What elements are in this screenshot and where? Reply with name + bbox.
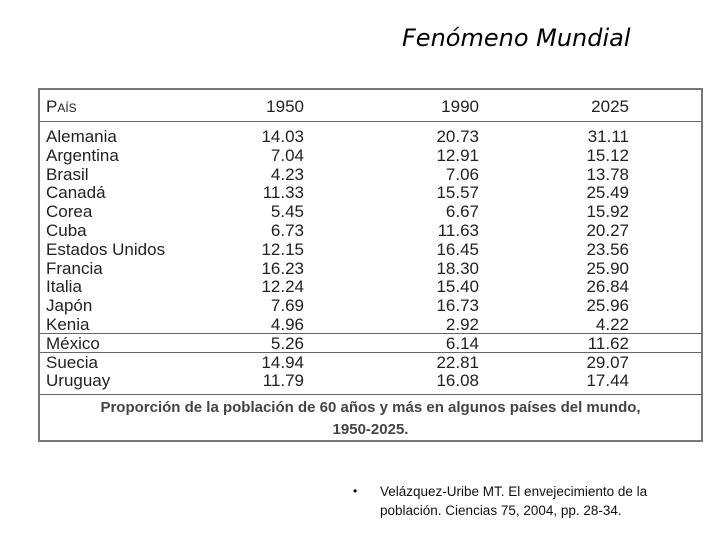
- value-cell: 15.12: [586, 145, 629, 165]
- value-cell: 4.22: [595, 315, 629, 334]
- value-cell: 17.44: [586, 371, 629, 391]
- value-cell: 6.73: [270, 221, 304, 240]
- value-cell: 12.15: [261, 239, 304, 259]
- header-rule: [40, 121, 701, 122]
- value-cell: 7.69: [270, 296, 304, 316]
- value-cell: 11.33: [262, 183, 304, 203]
- column-header: 2025: [591, 97, 629, 116]
- column-header: 1990: [441, 97, 479, 116]
- country-cell: Kenia: [46, 315, 90, 334]
- country-cell: Estados Unidos: [46, 239, 166, 259]
- table: Proporción de la población de 60 años y …: [38, 88, 703, 442]
- value-cell: 16.23: [261, 258, 304, 278]
- country-cell: Canadá: [46, 183, 106, 203]
- value-cell: 15.57: [436, 183, 479, 203]
- value-cell: 2.92: [445, 315, 479, 334]
- value-cell: 16.08: [436, 371, 479, 391]
- column-header: 1950: [266, 97, 304, 116]
- value-cell: 23.56: [586, 239, 629, 259]
- value-cell: 4.96: [270, 315, 304, 334]
- value-cell: 5.45: [270, 202, 304, 222]
- value-cell: 13.78: [586, 164, 629, 184]
- country-cell: México: [46, 333, 100, 353]
- value-cell: 5.26: [270, 333, 304, 353]
- value-cell: 25.49: [586, 183, 629, 203]
- country-cell: Italia: [46, 277, 82, 297]
- country-cell: Japón: [46, 296, 93, 316]
- value-cell: 22.81: [436, 352, 479, 372]
- value-cell: 6.67: [445, 202, 479, 222]
- country-cell: Argentina: [46, 145, 119, 165]
- value-cell: 18.30: [436, 258, 479, 278]
- value-cell: 16.73: [436, 296, 479, 316]
- value-cell: 15.92: [586, 202, 629, 222]
- value-cell: 31.11: [587, 127, 629, 146]
- value-cell: 25.90: [586, 258, 629, 278]
- value-cell: 15.40: [436, 277, 479, 297]
- value-cell: 7.04: [270, 145, 304, 165]
- value-cell: 12.91: [436, 145, 479, 165]
- footnote: Velázquez-Uribe MT. El envejecimiento de…: [380, 484, 648, 518]
- value-cell: 7.06: [445, 164, 479, 184]
- value-cell: 14.03: [261, 127, 304, 146]
- country-cell: Francia: [46, 258, 103, 278]
- value-cell: 20.73: [436, 127, 479, 146]
- value-cell: 11.62: [587, 333, 629, 353]
- country-cell: Alemania: [46, 127, 117, 146]
- value-cell: 6.14: [445, 333, 479, 353]
- value-cell: 16.45: [436, 239, 479, 259]
- value-cell: 29.07: [586, 352, 629, 372]
- row-highlight: [40, 351, 701, 353]
- country-cell: Brasil: [46, 164, 89, 184]
- value-cell: 20.27: [586, 221, 629, 240]
- column-header: País: [46, 97, 77, 116]
- country-cell: Uruguay: [46, 371, 111, 391]
- value-cell: 25.96: [586, 296, 629, 316]
- value-cell: 26.84: [586, 277, 629, 297]
- value-cell: 4.23: [270, 164, 304, 184]
- bullet: •: [353, 484, 358, 498]
- caption-line: Proporción de la población de 60 años y …: [100, 399, 641, 416]
- country-cell: Suecia: [46, 352, 98, 372]
- table-caption: Proporción de la población de 60 años y …: [40, 397, 701, 441]
- value-cell: 11.79: [262, 371, 304, 391]
- value-cell: 12.24: [261, 277, 304, 297]
- value-cell: 14.94: [261, 352, 304, 372]
- caption-line: 1950-2025.: [332, 421, 409, 438]
- country-cell: Corea: [46, 202, 93, 222]
- row-highlight: [40, 332, 701, 334]
- value-cell: 11.63: [437, 221, 479, 240]
- caption-rule: [40, 394, 701, 395]
- country-cell: Cuba: [46, 221, 87, 240]
- slide-title: Fenómeno Mundial: [402, 24, 631, 52]
